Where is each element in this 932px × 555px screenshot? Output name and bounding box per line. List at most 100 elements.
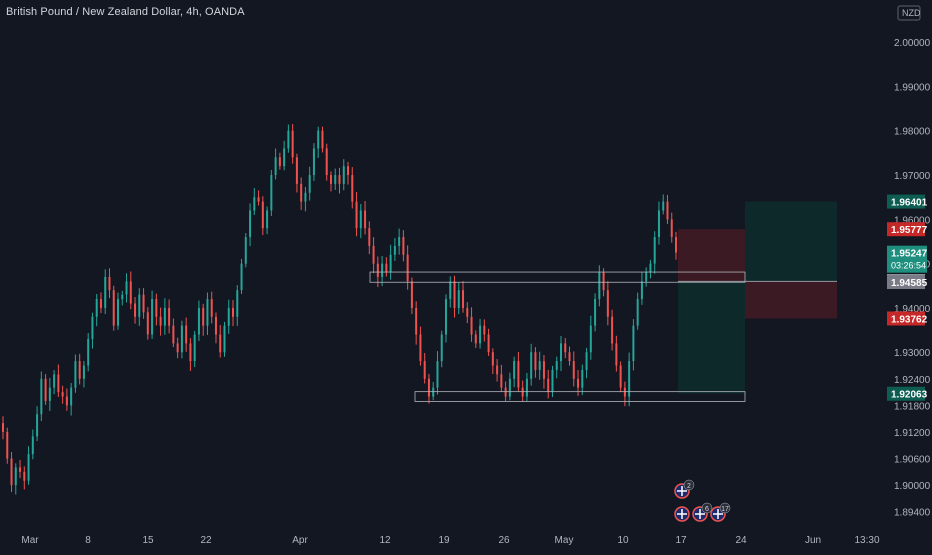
candle xyxy=(628,352,631,407)
candle xyxy=(551,365,554,398)
uk-flag-icon[interactable] xyxy=(710,502,731,522)
candle xyxy=(180,320,183,359)
entry-alt-label: 1.94585 xyxy=(891,278,928,289)
candle xyxy=(44,374,47,405)
event-count-badge xyxy=(719,502,731,514)
candle-body xyxy=(611,316,614,344)
candle-body xyxy=(125,281,128,295)
candle xyxy=(453,275,456,318)
candle xyxy=(151,290,154,339)
candle xyxy=(253,188,256,215)
candle-body xyxy=(36,414,39,437)
current-price-label: 1.95247 xyxy=(891,249,928,260)
candle xyxy=(291,124,294,164)
candle-body xyxy=(606,290,609,317)
candle-body xyxy=(308,175,311,193)
candle-body xyxy=(670,219,673,238)
candle-body xyxy=(602,272,605,291)
candle-body xyxy=(334,175,337,184)
candle-body xyxy=(632,325,635,362)
candle-body xyxy=(87,338,90,366)
candle-body xyxy=(440,334,443,362)
candle-body xyxy=(2,423,4,432)
candle xyxy=(534,347,537,378)
candle-body xyxy=(530,352,533,379)
candle-body xyxy=(312,148,315,176)
candle-body xyxy=(466,307,469,317)
candle xyxy=(436,351,439,395)
candle xyxy=(283,140,286,171)
candle xyxy=(244,232,247,268)
candle xyxy=(449,276,452,308)
candle-body xyxy=(347,166,350,176)
candle-body xyxy=(355,201,358,229)
candle xyxy=(10,452,13,493)
countdown-label: 03:26:54 xyxy=(891,261,926,271)
candle xyxy=(513,356,516,388)
candle-body xyxy=(214,316,217,335)
candle xyxy=(355,192,358,237)
candle xyxy=(479,318,482,349)
price-tick-label: 1.91800 xyxy=(894,401,931,412)
candle-body xyxy=(57,374,60,393)
candle xyxy=(640,271,643,305)
candle xyxy=(172,318,175,348)
candle-body xyxy=(291,130,294,158)
zone-rectangle xyxy=(369,271,746,283)
candle xyxy=(189,338,192,371)
candle xyxy=(146,307,149,340)
candle xyxy=(572,351,575,387)
candle-body xyxy=(419,334,422,362)
uk-flag-icon[interactable] xyxy=(692,502,713,522)
candle-body xyxy=(14,467,17,486)
candle xyxy=(444,294,447,343)
event-count-badge xyxy=(701,502,713,514)
currency-label: NZD xyxy=(902,8,921,18)
candle-body xyxy=(74,361,77,388)
candle-body xyxy=(645,272,648,282)
candle-body xyxy=(470,316,473,335)
candle xyxy=(223,321,226,357)
candle xyxy=(606,281,609,326)
candle xyxy=(675,231,677,260)
candle-body xyxy=(547,378,550,393)
time-tick-label: 15 xyxy=(142,535,154,546)
uk-flag-icon[interactable] xyxy=(674,479,695,499)
candle xyxy=(427,373,430,404)
candle-body xyxy=(479,325,482,344)
candle xyxy=(393,238,396,261)
candle xyxy=(632,319,635,371)
uk-flag-icon[interactable] xyxy=(674,506,690,522)
stop-zone-left xyxy=(678,229,745,282)
candle xyxy=(95,293,98,327)
candle-body xyxy=(112,290,115,326)
time-tick-label: 13:30 xyxy=(854,535,879,546)
candle-body xyxy=(219,334,222,353)
candle xyxy=(670,212,673,243)
candle-body xyxy=(210,299,213,317)
candle xyxy=(594,293,597,332)
candle xyxy=(249,203,252,247)
price-tick-label: 1.90000 xyxy=(894,481,931,492)
candle xyxy=(636,292,639,330)
candle xyxy=(432,382,435,401)
candle xyxy=(53,370,56,395)
candle-body xyxy=(266,210,269,229)
candle-body xyxy=(457,290,460,308)
candle-body xyxy=(376,263,379,277)
take-profit-label-bg xyxy=(887,194,925,209)
candle xyxy=(236,285,239,326)
event-count: 2 xyxy=(687,483,691,490)
candle-body xyxy=(581,369,584,388)
candle xyxy=(538,351,541,380)
candle-body xyxy=(249,210,252,238)
target-zone-left xyxy=(678,281,745,394)
candle xyxy=(87,333,90,372)
candle xyxy=(666,195,669,224)
candle xyxy=(662,194,665,215)
candle-body xyxy=(368,228,371,246)
candle-body xyxy=(359,210,362,229)
candle xyxy=(470,307,473,342)
